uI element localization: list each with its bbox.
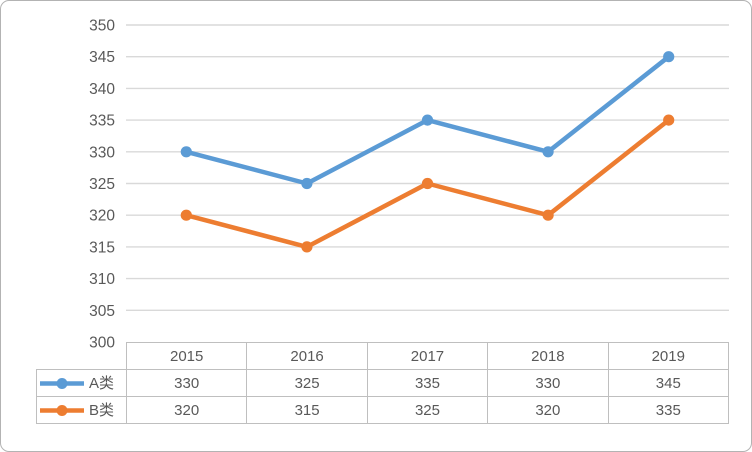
y-tick-label-340: 340 xyxy=(89,81,115,98)
y-tick-label-300: 300 xyxy=(89,335,115,352)
x-category-label-2015: 2015 xyxy=(125,342,248,370)
table-value-series2-2019: 335 xyxy=(607,396,730,424)
series-1-point-2015[interactable] xyxy=(180,146,192,158)
y-tick-label-335: 335 xyxy=(89,113,115,130)
table-value-series1-2018: 330 xyxy=(487,369,609,397)
legend-item-1[interactable]: A类 xyxy=(36,369,127,397)
data-table-body: 2015 2016 2017 2018 2019 A类 330 325 335 330 345 B类 3… xyxy=(36,342,730,424)
y-tick-label-315: 315 xyxy=(89,239,115,256)
series-1-point-2019[interactable] xyxy=(663,51,675,63)
y-tick-label-310: 310 xyxy=(89,271,115,288)
table-value-series2-2016: 315 xyxy=(246,396,368,424)
legend-label-1: A类 xyxy=(89,374,115,392)
x-category-label-2019: 2019 xyxy=(607,342,730,370)
x-category-label-2017: 2017 xyxy=(366,342,489,370)
legend-key-icon-2 xyxy=(40,404,84,416)
series-2-point-2015[interactable] xyxy=(180,209,192,221)
legend-item-content-2: B类 xyxy=(38,401,126,419)
y-tick-label-325: 325 xyxy=(89,176,115,193)
y-tick-label-305: 305 xyxy=(89,303,115,320)
x-category-label-2016: 2016 xyxy=(246,342,368,370)
table-value-series1-2017: 335 xyxy=(366,369,489,397)
table-value-series1-2019: 345 xyxy=(607,369,730,397)
table-series-row-1: A类 330 325 335 330 345 xyxy=(36,369,730,397)
table-value-series1-2015: 330 xyxy=(125,369,248,397)
series-2-point-2018[interactable] xyxy=(542,209,554,221)
legend-label-2: B类 xyxy=(89,401,115,419)
series-1-point-2017[interactable] xyxy=(421,114,434,126)
x-category-label-2018: 2018 xyxy=(487,342,609,370)
table-value-series2-2015: 320 xyxy=(125,396,248,424)
y-tick-label-350: 350 xyxy=(89,18,115,35)
series-1-point-2016[interactable] xyxy=(301,177,313,190)
table-header-row: 2015 2016 2017 2018 2019 xyxy=(37,342,730,370)
table-series-row-2: B类 320 315 325 320 335 xyxy=(36,396,730,424)
table-value-series1-2016: 325 xyxy=(246,369,368,397)
legend-item-2[interactable]: B类 xyxy=(36,396,127,424)
legend-key-icon-1 xyxy=(40,377,84,389)
chart-data-table: 2015 2016 2017 2018 2019 A类 330 325 335 330 345 B类 3… xyxy=(36,342,730,424)
legend-item-content-1: A类 xyxy=(38,374,126,392)
table-value-series2-2018: 320 xyxy=(487,396,609,424)
series-2-point-2019[interactable] xyxy=(663,114,675,126)
y-tick-label-320: 320 xyxy=(89,208,115,225)
series-2-point-2016[interactable] xyxy=(301,241,313,253)
y-tick-label-330: 330 xyxy=(89,144,115,161)
series-1-point-2018[interactable] xyxy=(542,146,554,158)
y-tick-label-345: 345 xyxy=(89,49,115,66)
table-value-series2-2017: 325 xyxy=(366,396,489,424)
table-corner-cell xyxy=(37,343,127,370)
series-2-point-2017[interactable] xyxy=(421,177,434,190)
